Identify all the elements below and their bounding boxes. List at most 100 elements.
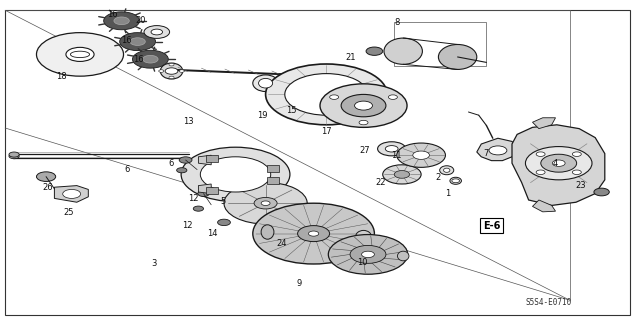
Circle shape <box>9 154 19 159</box>
Circle shape <box>536 152 545 156</box>
Text: 16: 16 <box>133 55 143 64</box>
Circle shape <box>298 226 330 242</box>
Circle shape <box>308 231 319 236</box>
Ellipse shape <box>438 44 477 69</box>
Circle shape <box>383 165 421 184</box>
Text: E-6: E-6 <box>483 220 500 231</box>
Text: 15: 15 <box>286 106 296 115</box>
Circle shape <box>181 147 290 202</box>
Circle shape <box>9 152 19 157</box>
Ellipse shape <box>261 225 274 239</box>
Circle shape <box>224 182 307 224</box>
Text: 10: 10 <box>357 258 367 267</box>
Text: 9: 9 <box>297 279 302 288</box>
Circle shape <box>36 172 56 181</box>
Circle shape <box>63 189 81 198</box>
Polygon shape <box>268 177 279 184</box>
Circle shape <box>253 203 374 264</box>
Circle shape <box>179 70 184 72</box>
Ellipse shape <box>259 78 273 88</box>
Text: 18: 18 <box>56 72 67 81</box>
Circle shape <box>378 142 406 156</box>
Circle shape <box>536 170 545 174</box>
Circle shape <box>388 95 397 100</box>
Circle shape <box>36 33 124 76</box>
Text: 17: 17 <box>321 127 332 136</box>
Circle shape <box>254 197 277 209</box>
Ellipse shape <box>450 177 461 184</box>
Circle shape <box>177 168 187 173</box>
Text: 24: 24 <box>276 239 287 248</box>
Circle shape <box>394 171 410 178</box>
Circle shape <box>366 47 383 55</box>
Text: 27: 27 <box>360 146 370 155</box>
Polygon shape <box>54 186 88 202</box>
Ellipse shape <box>356 230 371 243</box>
Circle shape <box>66 47 94 61</box>
Text: 8: 8 <box>394 18 399 27</box>
Polygon shape <box>198 155 211 165</box>
Text: 3: 3 <box>151 260 156 268</box>
Text: 14: 14 <box>207 229 218 238</box>
Text: 25: 25 <box>64 208 74 217</box>
Text: 20: 20 <box>136 16 146 25</box>
Ellipse shape <box>161 63 183 79</box>
Circle shape <box>143 55 158 63</box>
Circle shape <box>397 143 445 167</box>
Circle shape <box>355 101 372 110</box>
Text: 23: 23 <box>576 181 586 190</box>
Text: 26: 26 <box>42 183 52 192</box>
Circle shape <box>151 29 163 35</box>
Text: 6: 6 <box>124 165 129 174</box>
Ellipse shape <box>397 251 409 261</box>
Circle shape <box>198 191 209 196</box>
Circle shape <box>179 157 192 163</box>
Circle shape <box>525 147 592 180</box>
Circle shape <box>169 76 174 79</box>
Circle shape <box>132 50 168 68</box>
Circle shape <box>120 33 156 51</box>
Circle shape <box>489 146 507 155</box>
Text: 4: 4 <box>553 159 558 168</box>
Polygon shape <box>168 69 316 76</box>
Ellipse shape <box>384 38 422 64</box>
Circle shape <box>218 219 230 226</box>
Circle shape <box>330 95 339 100</box>
Ellipse shape <box>70 51 90 58</box>
Text: S5S4-E0710: S5S4-E0710 <box>526 298 572 307</box>
Ellipse shape <box>253 75 278 92</box>
Text: 11: 11 <box>392 151 402 160</box>
Circle shape <box>572 152 581 156</box>
Text: 6: 6 <box>169 159 174 168</box>
Polygon shape <box>532 200 556 212</box>
Text: 7: 7 <box>484 149 489 158</box>
Ellipse shape <box>444 168 450 172</box>
Circle shape <box>413 151 429 159</box>
Polygon shape <box>198 184 211 194</box>
Text: 22: 22 <box>376 178 386 187</box>
Text: 19: 19 <box>257 111 268 120</box>
Circle shape <box>144 26 170 38</box>
Circle shape <box>341 94 386 117</box>
Circle shape <box>130 38 145 45</box>
Circle shape <box>385 146 398 152</box>
Circle shape <box>362 251 374 258</box>
Polygon shape <box>512 125 605 205</box>
Circle shape <box>350 245 386 263</box>
Circle shape <box>359 120 368 125</box>
Text: 1: 1 <box>445 189 451 198</box>
Circle shape <box>169 63 174 66</box>
Circle shape <box>114 17 129 25</box>
Circle shape <box>572 170 581 174</box>
Circle shape <box>320 84 407 127</box>
Text: 12: 12 <box>188 194 198 203</box>
Text: 12: 12 <box>182 221 192 230</box>
Text: 5: 5 <box>220 197 225 206</box>
Circle shape <box>594 188 609 196</box>
Circle shape <box>200 157 271 192</box>
Circle shape <box>285 74 368 115</box>
Polygon shape <box>532 118 556 129</box>
Text: 16: 16 <box>122 36 132 44</box>
Circle shape <box>193 206 204 211</box>
Circle shape <box>261 201 270 205</box>
